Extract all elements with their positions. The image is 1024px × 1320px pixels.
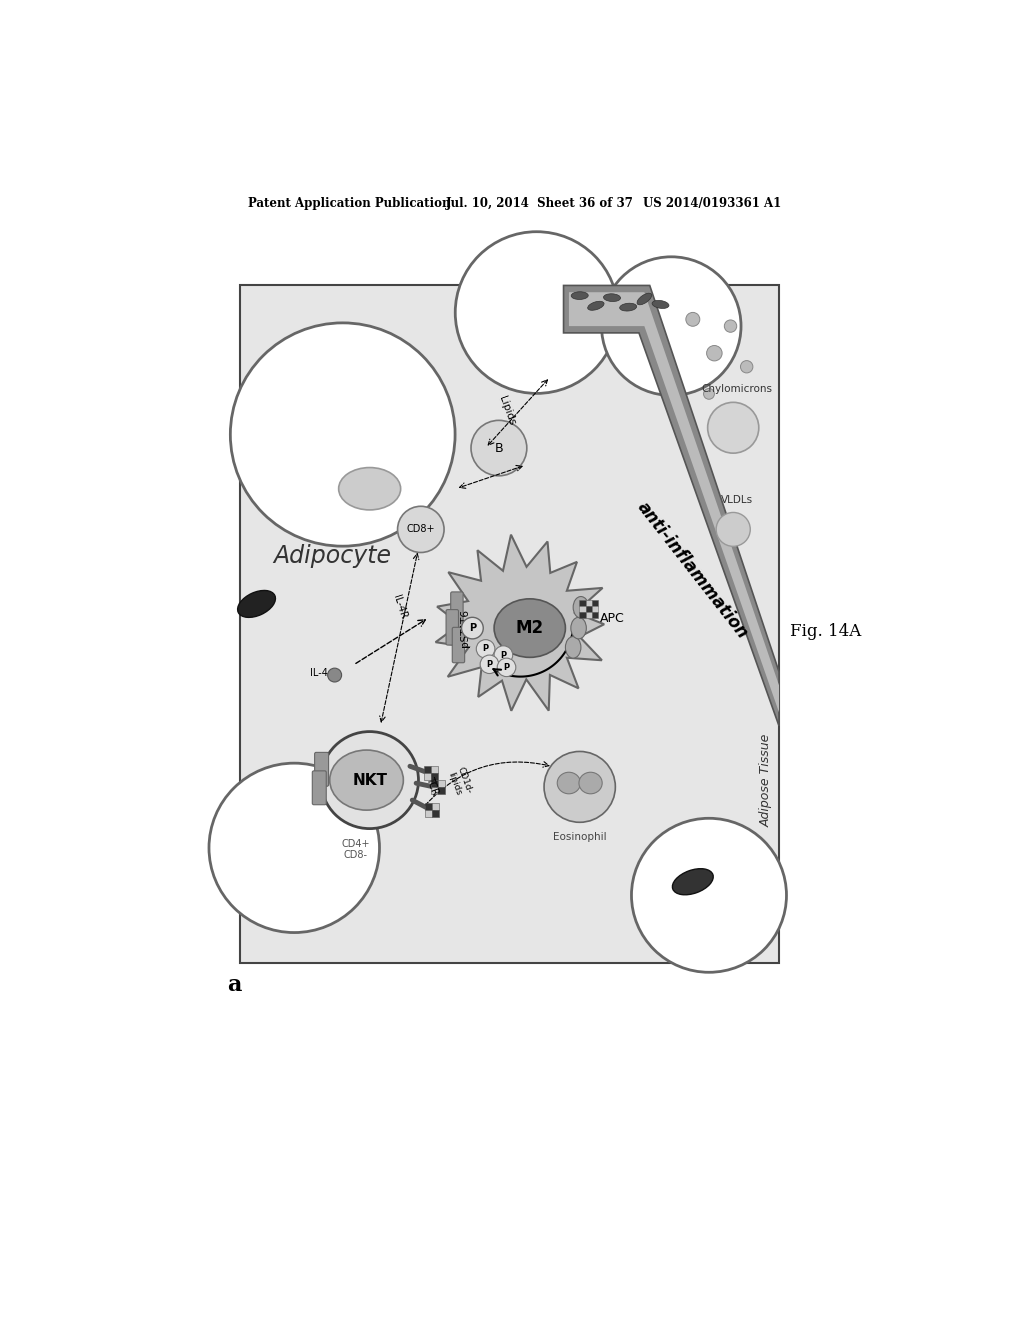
- Bar: [580, 599, 586, 606]
- Ellipse shape: [620, 304, 637, 312]
- Ellipse shape: [637, 293, 651, 305]
- Bar: [586, 612, 592, 618]
- Bar: [431, 774, 438, 780]
- Bar: [241, 285, 779, 964]
- Circle shape: [495, 645, 513, 664]
- Bar: [592, 606, 598, 612]
- Ellipse shape: [603, 294, 621, 301]
- Circle shape: [601, 257, 741, 396]
- Text: P: P: [501, 651, 507, 660]
- Circle shape: [321, 731, 419, 829]
- Circle shape: [462, 618, 483, 639]
- Text: Lipids: Lipids: [497, 395, 517, 426]
- Polygon shape: [563, 285, 779, 726]
- Text: pSTAT6: pSTAT6: [460, 609, 470, 647]
- Bar: [424, 767, 431, 774]
- Text: B: B: [495, 442, 503, 454]
- Text: a: a: [227, 974, 242, 995]
- Ellipse shape: [588, 301, 604, 310]
- Ellipse shape: [330, 750, 403, 810]
- Bar: [438, 787, 445, 795]
- Ellipse shape: [571, 292, 588, 300]
- Text: US 2014/0193361 A1: US 2014/0193361 A1: [643, 197, 781, 210]
- Bar: [425, 804, 432, 810]
- Bar: [586, 599, 592, 606]
- Text: NKT: NKT: [352, 772, 387, 788]
- Text: APC: APC: [599, 611, 625, 624]
- Bar: [438, 780, 445, 787]
- Text: Jul. 10, 2014  Sheet 36 of 37: Jul. 10, 2014 Sheet 36 of 37: [445, 197, 634, 210]
- Polygon shape: [435, 535, 604, 710]
- Bar: [431, 780, 438, 787]
- Circle shape: [716, 512, 751, 546]
- Circle shape: [456, 232, 618, 393]
- Ellipse shape: [673, 869, 714, 895]
- Bar: [425, 810, 432, 817]
- Ellipse shape: [565, 636, 581, 659]
- Bar: [586, 606, 592, 612]
- Circle shape: [724, 319, 736, 333]
- Circle shape: [686, 313, 699, 326]
- Circle shape: [498, 659, 516, 677]
- Polygon shape: [569, 292, 779, 713]
- Ellipse shape: [238, 590, 275, 618]
- Bar: [431, 767, 438, 774]
- Ellipse shape: [557, 772, 581, 793]
- Ellipse shape: [339, 467, 400, 510]
- Bar: [580, 606, 586, 612]
- Circle shape: [476, 640, 495, 659]
- Ellipse shape: [495, 599, 565, 657]
- Text: CD8+: CD8+: [407, 524, 435, 535]
- Bar: [592, 599, 598, 606]
- Ellipse shape: [573, 597, 589, 618]
- Text: anti-inflammation: anti-inflammation: [634, 498, 752, 642]
- Text: CD1d-
lipids: CD1d- lipids: [445, 766, 473, 799]
- Text: P: P: [504, 663, 510, 672]
- Text: Fig. 14A: Fig. 14A: [790, 623, 861, 639]
- Circle shape: [209, 763, 380, 932]
- Bar: [580, 612, 586, 618]
- Text: Eosinophil: Eosinophil: [553, 832, 606, 842]
- Text: Chylomicrons: Chylomicrons: [701, 384, 772, 395]
- FancyBboxPatch shape: [312, 771, 327, 805]
- Bar: [432, 810, 439, 817]
- Circle shape: [703, 388, 715, 399]
- Ellipse shape: [652, 301, 669, 309]
- Ellipse shape: [579, 772, 602, 793]
- Text: IL-4: IL-4: [310, 668, 328, 677]
- Circle shape: [471, 420, 526, 475]
- FancyBboxPatch shape: [446, 610, 459, 645]
- FancyBboxPatch shape: [314, 752, 329, 787]
- FancyBboxPatch shape: [451, 591, 463, 627]
- Text: M2: M2: [516, 619, 544, 638]
- Circle shape: [632, 818, 786, 973]
- Circle shape: [480, 655, 499, 673]
- Bar: [431, 787, 438, 795]
- Circle shape: [230, 323, 455, 546]
- Text: CD4+: CD4+: [341, 840, 370, 849]
- Text: VLDLs: VLDLs: [721, 495, 754, 506]
- Circle shape: [397, 507, 444, 553]
- Circle shape: [544, 751, 615, 822]
- Text: Adipocyte: Adipocyte: [273, 544, 391, 569]
- Bar: [432, 804, 439, 810]
- Circle shape: [708, 403, 759, 453]
- Text: CD8-: CD8-: [344, 850, 368, 861]
- Text: IL-4R: IL-4R: [391, 594, 408, 620]
- Text: P: P: [482, 644, 488, 653]
- Text: TCR: TCR: [424, 776, 439, 797]
- Bar: [592, 612, 598, 618]
- Circle shape: [328, 668, 342, 682]
- Text: P: P: [469, 623, 476, 634]
- Circle shape: [740, 360, 753, 374]
- Text: P: P: [486, 660, 493, 669]
- Text: Adipose Tissue: Adipose Tissue: [760, 734, 773, 826]
- Bar: [424, 774, 431, 780]
- Text: Patent Application Publication: Patent Application Publication: [248, 197, 451, 210]
- Circle shape: [707, 346, 722, 360]
- FancyBboxPatch shape: [453, 627, 465, 663]
- Ellipse shape: [570, 618, 587, 639]
